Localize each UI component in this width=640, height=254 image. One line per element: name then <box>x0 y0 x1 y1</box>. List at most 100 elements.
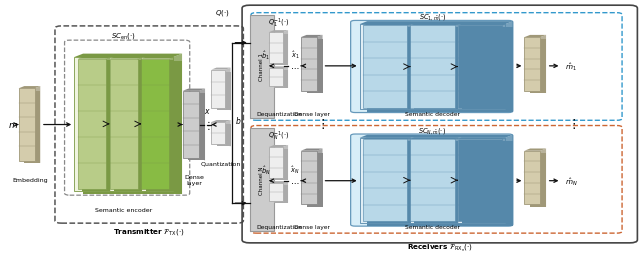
FancyBboxPatch shape <box>269 147 283 179</box>
Polygon shape <box>78 58 110 59</box>
Polygon shape <box>524 149 546 151</box>
Polygon shape <box>407 25 411 110</box>
FancyBboxPatch shape <box>250 128 274 231</box>
Polygon shape <box>505 22 513 113</box>
Polygon shape <box>35 87 40 163</box>
FancyBboxPatch shape <box>410 26 454 108</box>
FancyBboxPatch shape <box>19 89 35 161</box>
Polygon shape <box>540 149 546 207</box>
FancyBboxPatch shape <box>367 28 513 113</box>
FancyBboxPatch shape <box>360 138 505 223</box>
Polygon shape <box>211 68 230 70</box>
Polygon shape <box>524 36 546 38</box>
Text: $SC_{N,\hat{m}}(\cdot)$: $SC_{N,\hat{m}}(\cdot)$ <box>419 125 447 135</box>
Polygon shape <box>138 58 142 191</box>
FancyBboxPatch shape <box>269 33 283 64</box>
Polygon shape <box>19 87 40 89</box>
Text: $b$: $b$ <box>235 115 241 125</box>
FancyBboxPatch shape <box>414 28 458 110</box>
FancyBboxPatch shape <box>367 28 411 110</box>
FancyBboxPatch shape <box>269 69 283 87</box>
Polygon shape <box>269 31 288 33</box>
FancyBboxPatch shape <box>301 38 317 91</box>
Text: $\hat{m}_1$: $\hat{m}_1$ <box>564 61 577 72</box>
Polygon shape <box>360 22 513 25</box>
Polygon shape <box>225 68 230 111</box>
Text: Quantization: Quantization <box>201 161 241 166</box>
Polygon shape <box>283 31 288 66</box>
FancyBboxPatch shape <box>216 72 230 111</box>
Polygon shape <box>173 54 182 194</box>
Polygon shape <box>301 36 323 38</box>
Polygon shape <box>283 67 288 88</box>
Text: Channel N: Channel N <box>259 165 264 194</box>
Text: Semantic decoder: Semantic decoder <box>405 224 460 229</box>
FancyBboxPatch shape <box>363 139 407 221</box>
Polygon shape <box>360 135 513 138</box>
Polygon shape <box>317 36 323 94</box>
Polygon shape <box>170 58 173 191</box>
FancyBboxPatch shape <box>367 141 411 223</box>
Polygon shape <box>269 67 288 69</box>
Text: $\cdots$: $\cdots$ <box>290 62 299 71</box>
FancyBboxPatch shape <box>109 59 138 189</box>
Polygon shape <box>283 146 288 181</box>
Polygon shape <box>225 121 230 147</box>
FancyBboxPatch shape <box>524 151 540 205</box>
FancyBboxPatch shape <box>274 35 288 66</box>
Polygon shape <box>109 58 142 59</box>
FancyBboxPatch shape <box>74 58 173 191</box>
FancyBboxPatch shape <box>114 61 142 191</box>
Polygon shape <box>502 138 506 223</box>
FancyBboxPatch shape <box>458 139 502 221</box>
FancyBboxPatch shape <box>274 185 288 203</box>
FancyBboxPatch shape <box>360 25 505 110</box>
Polygon shape <box>141 58 173 59</box>
Text: $\vdots$: $\vdots$ <box>204 119 211 132</box>
Text: $SC_{1,\hat{m}}(\cdot)$: $SC_{1,\hat{m}}(\cdot)$ <box>419 12 446 22</box>
Text: Channel 1: Channel 1 <box>259 53 264 81</box>
FancyBboxPatch shape <box>83 61 110 191</box>
Text: $\vdots$: $\vdots$ <box>566 116 575 130</box>
Polygon shape <box>182 89 205 91</box>
FancyBboxPatch shape <box>461 141 506 223</box>
Polygon shape <box>363 138 411 139</box>
Text: $\hat{x}_N$: $\hat{x}_N$ <box>291 164 300 176</box>
Text: Semantic decoder: Semantic decoder <box>405 111 460 116</box>
FancyBboxPatch shape <box>274 71 288 88</box>
Text: $\hat{m}_N$: $\hat{m}_N$ <box>564 175 577 187</box>
Polygon shape <box>269 146 288 147</box>
Polygon shape <box>410 138 458 139</box>
FancyBboxPatch shape <box>351 21 513 113</box>
Polygon shape <box>407 138 411 223</box>
Text: Dense layer: Dense layer <box>294 111 330 116</box>
Text: $\hat{b}_1$: $\hat{b}_1$ <box>261 49 270 62</box>
Text: Dense
layer: Dense layer <box>184 175 204 185</box>
FancyBboxPatch shape <box>307 40 323 94</box>
Text: $\hat{b}_N$: $\hat{b}_N$ <box>261 164 271 176</box>
Polygon shape <box>454 25 458 110</box>
Polygon shape <box>363 25 411 26</box>
Text: $SC_{\mathrm{en}}(\cdot)$: $SC_{\mathrm{en}}(\cdot)$ <box>111 30 136 40</box>
Text: $\vdots$: $\vdots$ <box>316 116 324 130</box>
FancyBboxPatch shape <box>367 141 513 226</box>
FancyBboxPatch shape <box>146 61 173 191</box>
FancyBboxPatch shape <box>216 124 230 147</box>
Text: $\hat{x}_1$: $\hat{x}_1$ <box>291 50 300 61</box>
FancyBboxPatch shape <box>250 15 274 119</box>
Text: $Q(\cdot)$: $Q(\cdot)$ <box>215 8 230 18</box>
Polygon shape <box>211 121 230 122</box>
FancyBboxPatch shape <box>211 70 225 109</box>
FancyBboxPatch shape <box>461 28 506 110</box>
Polygon shape <box>283 182 288 203</box>
FancyBboxPatch shape <box>274 149 288 181</box>
Polygon shape <box>540 36 546 94</box>
Polygon shape <box>74 54 182 58</box>
FancyBboxPatch shape <box>269 183 283 201</box>
Polygon shape <box>106 58 110 191</box>
FancyBboxPatch shape <box>414 141 458 223</box>
FancyBboxPatch shape <box>410 139 454 221</box>
Text: $\cdots$: $\cdots$ <box>290 177 299 185</box>
Text: Embedding: Embedding <box>12 177 47 182</box>
Polygon shape <box>505 135 513 226</box>
